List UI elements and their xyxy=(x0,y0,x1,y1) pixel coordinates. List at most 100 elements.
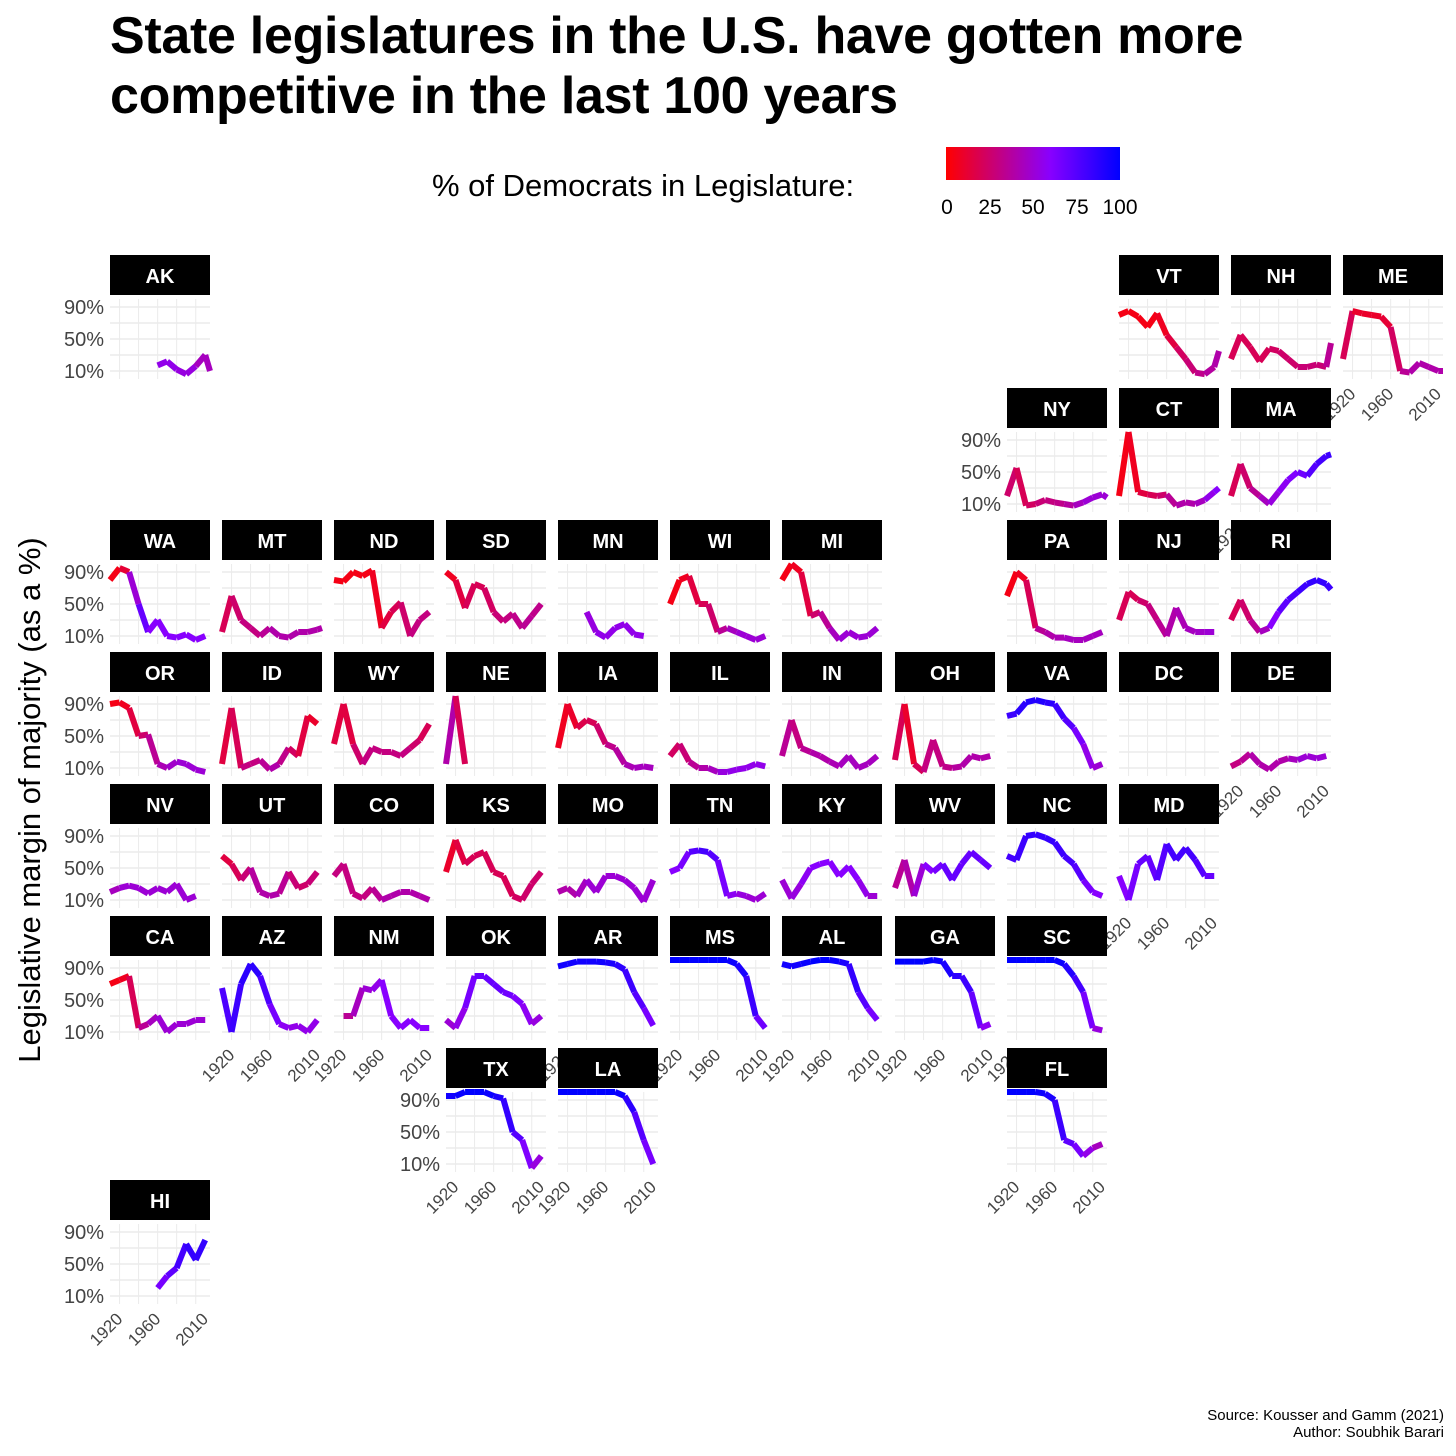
series-segment xyxy=(1212,485,1221,495)
series-segment xyxy=(799,745,812,755)
series-segment xyxy=(1238,751,1252,764)
series-segment xyxy=(194,766,206,775)
series-segment xyxy=(1072,499,1085,509)
x-tick-label: 1960 xyxy=(1357,384,1397,424)
series-segment xyxy=(1091,1141,1104,1151)
series-segment xyxy=(443,839,459,873)
series-segment xyxy=(452,1006,468,1030)
series-segment xyxy=(1034,497,1047,507)
series-segment xyxy=(276,870,292,895)
series-segment xyxy=(1023,579,1039,629)
series-segment xyxy=(287,1022,299,1031)
series-segment xyxy=(1407,360,1422,375)
series-segment xyxy=(529,602,544,618)
panel-strip xyxy=(895,916,995,956)
state-panel-wa: WA 90% 50% 10% xyxy=(64,520,210,648)
series-segment xyxy=(1228,333,1244,361)
y-tick-label: 90% xyxy=(961,430,1001,452)
series-segment xyxy=(1399,368,1411,376)
series-segment xyxy=(1116,591,1132,621)
series-segment xyxy=(146,885,160,897)
series-segment xyxy=(921,861,936,875)
series-segment xyxy=(1080,991,1096,1029)
series-segment xyxy=(855,990,871,1010)
series-segment xyxy=(194,633,207,643)
series-segment xyxy=(668,865,681,875)
series-segment xyxy=(444,569,458,583)
series-segment xyxy=(698,847,709,855)
panel-strip-label: NC xyxy=(1043,795,1072,817)
panel-strip-label: KY xyxy=(818,795,846,817)
y-tick-label: 50% xyxy=(64,990,104,1012)
series-segment xyxy=(278,633,290,641)
series-segment xyxy=(1287,755,1299,763)
panel-strip-label: MS xyxy=(705,927,735,949)
panel-strip-label: ME xyxy=(1378,266,1408,288)
series-segment xyxy=(268,761,281,773)
x-tick-label: 1960 xyxy=(684,1045,724,1085)
series-segment xyxy=(166,633,178,641)
state-panel-ut: UT xyxy=(220,784,322,908)
series-segment xyxy=(1052,840,1067,858)
series-segment xyxy=(1351,308,1363,317)
panel-strip-label: MT xyxy=(258,531,287,553)
series-segment xyxy=(165,759,179,771)
series-segment xyxy=(1091,761,1104,771)
series-segment xyxy=(492,869,505,879)
series-segment xyxy=(1183,846,1198,862)
series-segment xyxy=(228,983,244,1033)
caption: Source: Kousser and Gamm (2021) Author: … xyxy=(1207,1407,1444,1441)
panel-strip-label: HI xyxy=(150,1191,170,1213)
state-panel-ak: AK 90% 50% 10% xyxy=(64,255,213,383)
panel-grid xyxy=(782,960,882,1040)
series-segment xyxy=(1267,759,1281,772)
series-segment xyxy=(462,975,478,1009)
series-segment xyxy=(789,561,803,575)
series-segment xyxy=(118,565,131,575)
series-segment xyxy=(482,973,496,987)
panel-strip-label: AR xyxy=(594,927,623,949)
panel-strip-label: OR xyxy=(145,663,176,685)
y-tick-label: 10% xyxy=(64,890,104,912)
series-segment xyxy=(305,870,320,886)
panel-grid xyxy=(1007,1092,1107,1172)
panel-strip xyxy=(558,784,658,824)
series-segment xyxy=(1052,702,1067,721)
y-tick-label: 90% xyxy=(64,826,104,848)
panel-grid xyxy=(558,696,658,776)
panel-strip-label: RI xyxy=(1271,531,1291,553)
series-segment xyxy=(1268,345,1280,354)
state-panel-oh: OH xyxy=(892,652,995,776)
x-tick-label: 1960 xyxy=(460,1177,500,1217)
state-panel-mo: MO xyxy=(556,784,658,908)
series-segment xyxy=(932,957,944,965)
series-segment xyxy=(155,1014,170,1034)
series-segment xyxy=(135,603,151,633)
series-segment xyxy=(706,765,719,775)
state-panel-wy: WY xyxy=(331,652,434,776)
series-segment xyxy=(556,885,569,895)
state-panel-nh: NH xyxy=(1228,255,1334,379)
series-segment xyxy=(555,703,571,749)
y-tick-label: 10% xyxy=(400,1154,440,1176)
series-segment xyxy=(959,974,974,994)
panel-strip-label: AL xyxy=(819,927,846,949)
x-tick-label: 2010 xyxy=(396,1045,436,1085)
series-segment xyxy=(1323,342,1334,368)
panel-strip-label: NV xyxy=(146,795,174,817)
panel-grid xyxy=(110,1224,210,1304)
series-segment xyxy=(473,849,486,859)
panel-strip-label: OK xyxy=(481,927,512,949)
series-segment xyxy=(1266,610,1282,630)
series-segment xyxy=(810,957,821,965)
series-segment xyxy=(340,863,356,895)
series-segment xyxy=(631,990,647,1010)
y-tick-label: 50% xyxy=(64,329,104,351)
series-segment xyxy=(1006,710,1018,719)
series-segment xyxy=(1247,751,1262,767)
series-segment xyxy=(593,874,609,894)
series-segment xyxy=(379,610,394,630)
series-segment xyxy=(296,1023,310,1035)
series-segment xyxy=(789,882,804,901)
